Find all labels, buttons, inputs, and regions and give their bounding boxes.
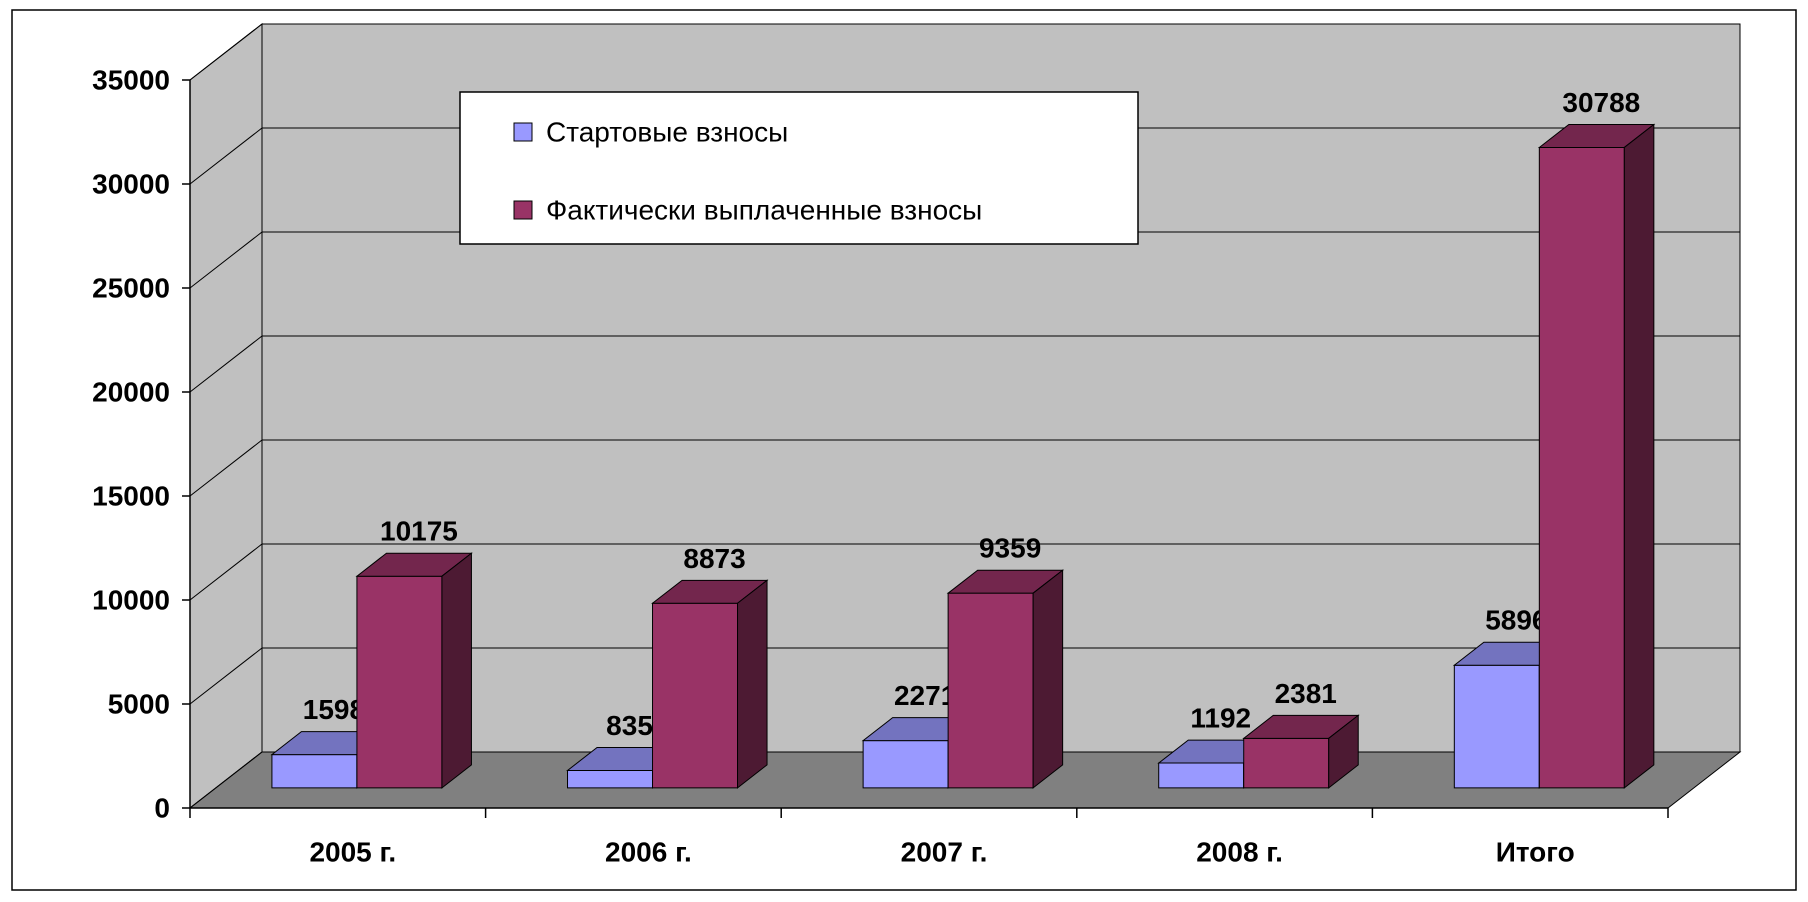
y-tick-label: 0: [154, 793, 170, 824]
bar-front: [356, 575, 443, 789]
y-tick-label: 10000: [92, 585, 170, 616]
grid-line: [189, 127, 1740, 185]
side-wall: [189, 22, 263, 810]
bar-front: [862, 740, 949, 789]
legend-swatch: [513, 122, 533, 142]
grid-line: [189, 335, 1740, 393]
bar-front: [652, 602, 739, 789]
bar-front: [567, 769, 654, 789]
x-tick-label: Итого: [1496, 837, 1575, 868]
grid-line: [189, 543, 1740, 601]
value-label: 5896: [1485, 605, 1547, 636]
bar: [946, 569, 1065, 789]
bar-side: [1623, 123, 1655, 789]
value-label: 1192: [1190, 703, 1251, 734]
grid-line: [189, 439, 1740, 497]
y-tick-label: 35000: [92, 65, 170, 96]
x-tick-label: 2008 г.: [1196, 837, 1283, 868]
y-tick-label: 20000: [92, 377, 170, 408]
bar: [1242, 714, 1360, 789]
bar-side: [737, 579, 768, 789]
bar-side: [441, 552, 472, 789]
bar-side: [1032, 569, 1064, 789]
bar-front: [1243, 737, 1330, 789]
value-label: 10175: [380, 516, 458, 547]
y-tick-label: 25000: [92, 273, 170, 304]
bar-front: [1453, 664, 1540, 789]
value-label: 9359: [979, 533, 1041, 564]
y-tick-label: 5000: [108, 689, 170, 720]
value-label: 2381: [1275, 678, 1337, 709]
value-label: 2271: [894, 680, 956, 711]
value-label: 8873: [683, 543, 745, 574]
x-tick-label: 2007 г.: [901, 837, 988, 868]
legend-swatch: [513, 200, 533, 220]
grid-line: [189, 231, 1740, 289]
x-tick-label: 2006 г.: [605, 837, 692, 868]
bar: [355, 552, 473, 789]
grid-line: [189, 647, 1740, 705]
bar-front: [1158, 762, 1245, 789]
bar-front: [1538, 146, 1625, 789]
y-tick-label: 15000: [92, 481, 170, 512]
legend-label: Фактически выплаченные взносы: [546, 195, 982, 226]
grid-line: [189, 23, 1740, 81]
bar-side: [1328, 714, 1359, 789]
value-label: 1598: [303, 694, 365, 725]
bar: [1537, 123, 1656, 789]
legend: Стартовые взносы Фактически выплаченные в…: [459, 91, 1139, 245]
value-label: 835: [606, 710, 653, 741]
x-tick-label: 2005 г.: [309, 837, 396, 868]
bar: [651, 579, 769, 789]
bar-front: [947, 592, 1034, 789]
legend-label: Стартовые взносы: [546, 117, 788, 148]
value-label: 30788: [1562, 87, 1640, 118]
y-tick-label: 30000: [92, 169, 170, 200]
legend-box: [459, 91, 1139, 245]
bar-front: [271, 754, 358, 789]
